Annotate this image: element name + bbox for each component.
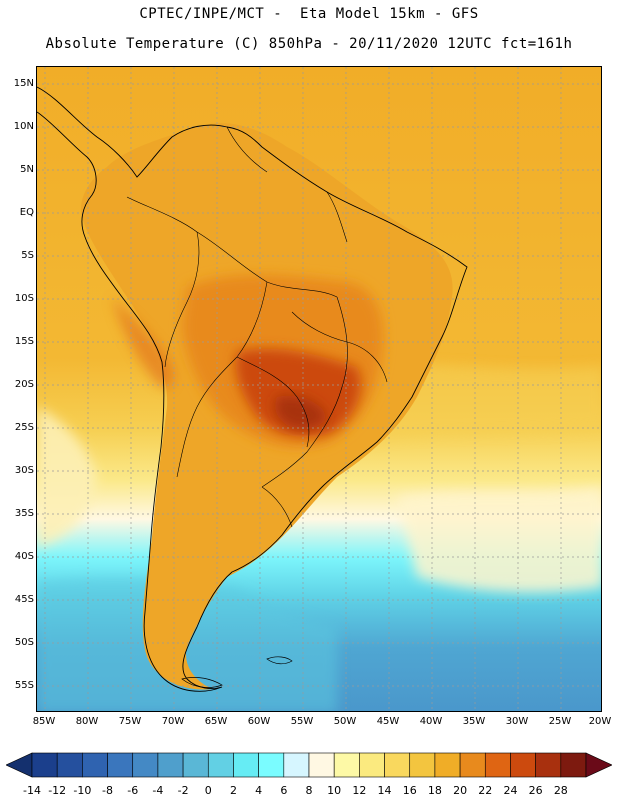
colorbar-label: 2 bbox=[229, 784, 237, 797]
colorbar-cell bbox=[359, 752, 385, 778]
map-title: CPTEC/INPE/MCT - Eta Model 15km - GFS bbox=[139, 6, 479, 22]
temperature-map bbox=[36, 66, 602, 712]
lon-label-70w: 70W bbox=[161, 716, 185, 727]
lat-label-10n: 10N bbox=[13, 121, 34, 132]
colorbar-label: 14 bbox=[377, 784, 392, 797]
colorbar-label: -12 bbox=[48, 784, 67, 797]
colorbar-cell bbox=[56, 752, 83, 778]
colorbar-cell bbox=[207, 752, 234, 778]
lat-label-45s: 45S bbox=[14, 594, 34, 605]
lon-label-30w: 30W bbox=[505, 716, 529, 727]
colorbar-label: 26 bbox=[528, 784, 543, 797]
colorbar-cell bbox=[409, 752, 436, 778]
lon-label-60w: 60W bbox=[247, 716, 271, 727]
lon-label-85w: 85W bbox=[32, 716, 56, 727]
lat-label-40s: 40S bbox=[14, 551, 34, 562]
colorbar-cell bbox=[384, 752, 411, 778]
lat-label-15n: 15N bbox=[13, 78, 34, 89]
lat-label-5s: 5S bbox=[21, 250, 34, 261]
colorbar-cell bbox=[283, 752, 310, 778]
lat-label-30s: 30S bbox=[14, 465, 34, 476]
colorbar-label: 6 bbox=[280, 784, 288, 797]
lon-label-25w: 25W bbox=[548, 716, 572, 727]
colorbar-cell bbox=[132, 752, 159, 778]
colorbar-cell bbox=[308, 752, 335, 778]
lat-label-10s: 10S bbox=[14, 293, 34, 304]
colorbar-label: 0 bbox=[204, 784, 212, 797]
colorbar-label: -6 bbox=[127, 784, 139, 797]
lat-label-35s: 35S bbox=[14, 508, 34, 519]
lon-label-75w: 75W bbox=[118, 716, 142, 727]
colorbar-label: -10 bbox=[73, 784, 92, 797]
colorbar-cell bbox=[82, 752, 108, 778]
colorbar-label: 28 bbox=[553, 784, 568, 797]
andes-hot-strip bbox=[112, 297, 174, 388]
colorbar-cell bbox=[459, 752, 486, 778]
lat-label-15s: 15S bbox=[14, 336, 34, 347]
colorbar-label: 8 bbox=[305, 784, 313, 797]
colorbar-label: -2 bbox=[177, 784, 189, 797]
colorbar-cell bbox=[484, 752, 511, 778]
lat-label-55s: 55S bbox=[14, 680, 34, 691]
colorbar-label: 4 bbox=[255, 784, 263, 797]
colorbar bbox=[6, 752, 612, 778]
coastline bbox=[37, 86, 468, 692]
lon-label-40w: 40W bbox=[419, 716, 443, 727]
colorbar-cell bbox=[510, 752, 536, 778]
graticule bbox=[37, 67, 601, 711]
map-subtitle: Absolute Temperature (C) 850hPa - 20/11/… bbox=[45, 36, 573, 52]
atlantic-pale-zone bbox=[397, 487, 601, 593]
colorbar-cell bbox=[157, 752, 184, 778]
lon-label-80w: 80W bbox=[75, 716, 99, 727]
colorbar-cell bbox=[182, 752, 209, 778]
colorbar-label: -8 bbox=[102, 784, 114, 797]
lat-label-5n: 5N bbox=[20, 164, 34, 175]
colorbar-label: -14 bbox=[23, 784, 41, 797]
hottest-spot bbox=[275, 395, 327, 429]
tierra-del-fuego bbox=[181, 677, 223, 688]
lat-label-eq: EQ bbox=[19, 207, 34, 218]
colorbar-label: 24 bbox=[503, 784, 518, 797]
colorbar-label: 22 bbox=[478, 784, 493, 797]
colorbar-label: 20 bbox=[453, 784, 468, 797]
colorbar-cell bbox=[233, 752, 259, 778]
lon-label-65w: 65W bbox=[204, 716, 228, 727]
colorbar-low-arrow bbox=[6, 752, 33, 778]
colorbar-label: 18 bbox=[427, 784, 442, 797]
lon-label-50w: 50W bbox=[333, 716, 357, 727]
lon-label-55w: 55W bbox=[290, 716, 314, 727]
colorbar-cell bbox=[535, 752, 562, 778]
colorbar-cell bbox=[560, 752, 587, 778]
lon-label-45w: 45W bbox=[376, 716, 400, 727]
country-borders bbox=[126, 126, 388, 528]
colorbar-label: -4 bbox=[152, 784, 164, 797]
colorbar-label: 16 bbox=[402, 784, 417, 797]
colorbar-cell bbox=[333, 752, 360, 778]
colorbar-cell bbox=[107, 752, 134, 778]
lon-label-35w: 35W bbox=[462, 716, 486, 727]
lat-label-20s: 20S bbox=[14, 379, 34, 390]
lat-label-25s: 25S bbox=[14, 422, 34, 433]
colorbar-high-arrow bbox=[585, 752, 612, 778]
colorbar-cell bbox=[31, 752, 58, 778]
colorbar-label: 10 bbox=[327, 784, 342, 797]
lat-label-50s: 50S bbox=[14, 637, 34, 648]
core-hot-zone bbox=[235, 348, 361, 437]
colorbar-cell bbox=[434, 752, 461, 778]
lon-label-20w: 20W bbox=[588, 716, 612, 727]
colorbar-cell bbox=[258, 752, 285, 778]
pacific-cool-zone bbox=[37, 407, 97, 547]
colorbar-label: 12 bbox=[352, 784, 367, 797]
falklands bbox=[266, 656, 293, 665]
